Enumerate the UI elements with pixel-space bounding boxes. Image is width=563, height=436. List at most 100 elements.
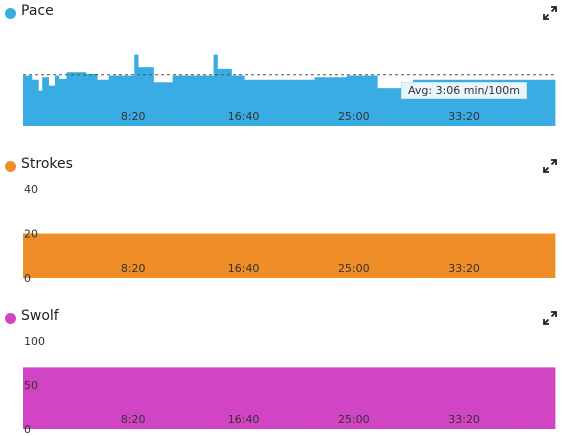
swolf-bar xyxy=(347,367,349,429)
strokes-bar xyxy=(183,233,185,278)
swolf-bar xyxy=(422,367,425,429)
pace-bar xyxy=(404,88,406,126)
swolf-bar xyxy=(222,367,224,429)
swolf-bar xyxy=(196,367,199,429)
strokes-bar xyxy=(191,233,194,278)
pace-bar xyxy=(519,79,521,126)
strokes-bar xyxy=(480,233,482,278)
pace-bar xyxy=(286,79,289,126)
pace-bar xyxy=(514,79,516,126)
swolf-bar xyxy=(551,367,553,429)
pace-bar xyxy=(60,78,62,126)
strokes-bar xyxy=(157,233,159,278)
swolf-bar xyxy=(268,367,271,429)
swolf-bar xyxy=(396,367,398,429)
strokes-bar xyxy=(91,233,94,278)
pace-bar xyxy=(428,79,431,126)
swolf-bar xyxy=(457,367,459,429)
strokes-bar xyxy=(335,233,337,278)
swolf-bar xyxy=(470,367,473,429)
swolf-bar xyxy=(267,367,270,429)
pace-bar xyxy=(118,75,121,126)
swolf-bar xyxy=(195,367,198,429)
pace-bar xyxy=(529,79,532,126)
swolf-bar xyxy=(524,367,527,429)
pace-bar xyxy=(231,75,234,126)
pace-bar xyxy=(83,72,85,126)
pace-bar xyxy=(442,79,445,126)
pace-bar xyxy=(419,79,422,126)
swolf-bar xyxy=(114,367,117,429)
strokes-bar xyxy=(325,233,328,278)
strokes-legend-dot xyxy=(5,161,16,172)
swolf-bar xyxy=(161,367,163,429)
pace-bar xyxy=(480,79,483,126)
swolf-bar xyxy=(289,367,292,429)
swolf-bar xyxy=(521,367,524,429)
swolf-bar xyxy=(547,367,550,429)
pace-bar xyxy=(349,75,351,126)
pace-bar xyxy=(84,72,87,126)
swolf-bar xyxy=(413,367,415,429)
swolf-bar xyxy=(433,367,436,429)
strokes-bar xyxy=(389,233,392,278)
swolf-bar xyxy=(46,367,48,429)
pace-bar xyxy=(360,75,363,126)
swolf-bar xyxy=(453,367,456,429)
strokes-bar xyxy=(448,233,450,278)
pace-bar xyxy=(297,79,300,126)
pace-bar xyxy=(542,79,544,126)
swolf-bar xyxy=(323,367,326,429)
strokes-bar xyxy=(280,233,283,278)
expand-arrows-icon[interactable] xyxy=(543,310,557,325)
swolf-bar xyxy=(230,367,233,429)
swolf-bar xyxy=(250,367,253,429)
pace-bar xyxy=(138,67,140,126)
swolf-bar xyxy=(327,367,330,429)
strokes-bar xyxy=(404,233,406,278)
swolf-bar xyxy=(218,367,221,429)
expand-arrows-icon[interactable] xyxy=(543,5,557,20)
strokes-bar xyxy=(43,233,45,278)
pace-bar xyxy=(129,75,131,126)
pace-bar xyxy=(196,75,199,126)
strokes-bar xyxy=(373,233,375,278)
pace-bar xyxy=(287,79,290,126)
strokes-bar xyxy=(392,233,394,278)
swolf-bar xyxy=(543,367,546,429)
swolf-bar xyxy=(146,367,149,429)
swolf-bar xyxy=(246,367,249,429)
strokes-bar xyxy=(360,233,362,278)
pace-bar xyxy=(235,75,237,126)
pace-bar xyxy=(423,79,425,126)
swolf-bar xyxy=(386,367,388,429)
pace-bar xyxy=(24,75,26,126)
strokes-bar xyxy=(83,233,86,278)
pace-bar xyxy=(391,88,393,126)
expand-arrows-icon[interactable] xyxy=(543,158,557,173)
strokes-bar xyxy=(37,233,39,278)
pace-bar xyxy=(168,82,171,126)
swolf-bar xyxy=(388,367,391,429)
strokes-bar xyxy=(540,233,543,278)
strokes-bar xyxy=(379,233,381,278)
strokes-bar xyxy=(39,233,42,278)
swolf-bar xyxy=(193,367,195,429)
pace-bar xyxy=(276,79,278,126)
strokes-bar xyxy=(232,233,234,278)
swolf-bar xyxy=(221,367,223,429)
swolf-bar xyxy=(237,367,239,429)
pace-bar xyxy=(77,72,80,126)
strokes-bar xyxy=(61,233,63,278)
strokes-bar xyxy=(127,233,130,278)
pace-bar xyxy=(81,72,84,126)
pace-bar xyxy=(280,79,282,126)
swolf-bar xyxy=(71,367,74,429)
strokes-bar xyxy=(369,233,372,278)
strokes-bar xyxy=(354,233,356,278)
pace-bar xyxy=(501,79,503,126)
swolf-bar xyxy=(190,367,193,429)
strokes-bar xyxy=(178,233,181,278)
swolf-bar xyxy=(180,367,183,429)
pace-bar xyxy=(80,72,83,126)
